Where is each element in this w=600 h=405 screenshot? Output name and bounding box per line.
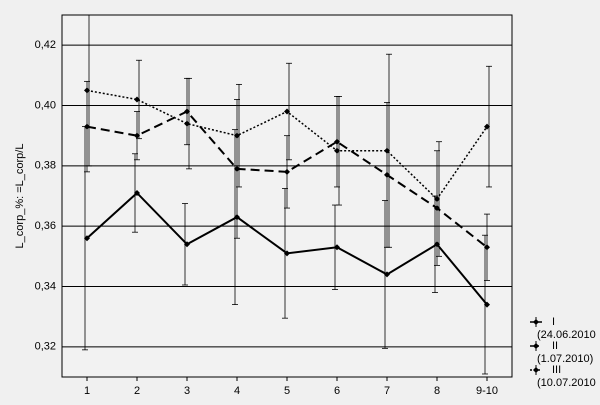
point bbox=[334, 244, 340, 251]
x-tick-label: 4 bbox=[234, 385, 240, 397]
x-tick-label: 2 bbox=[134, 385, 140, 397]
point bbox=[284, 108, 290, 115]
legend-marker bbox=[533, 319, 539, 325]
point bbox=[434, 196, 440, 203]
point bbox=[484, 301, 490, 308]
x-tick-label: 6 bbox=[334, 385, 340, 397]
point bbox=[384, 147, 390, 154]
y-tick-label: 0,34 bbox=[35, 280, 56, 292]
point bbox=[134, 96, 140, 103]
legend-label: III bbox=[552, 364, 561, 376]
point bbox=[484, 244, 490, 251]
point bbox=[184, 108, 190, 115]
legend-label: I bbox=[552, 316, 555, 328]
point bbox=[84, 235, 90, 242]
x-tick-label: 7 bbox=[384, 385, 390, 397]
y-tick-label: 0,36 bbox=[35, 220, 56, 232]
legend-marker bbox=[533, 367, 539, 373]
point bbox=[184, 241, 190, 248]
y-tick-label: 0,32 bbox=[35, 341, 56, 353]
legend-note: (10.07.2010 bbox=[537, 377, 596, 389]
legend-note: (24.06.2010 bbox=[537, 329, 596, 341]
x-tick-label: 1 bbox=[84, 385, 90, 397]
point bbox=[284, 250, 290, 257]
y-tick-label: 0,42 bbox=[35, 39, 56, 51]
point bbox=[434, 205, 440, 212]
point bbox=[334, 138, 340, 145]
point bbox=[384, 271, 390, 278]
point bbox=[184, 120, 190, 127]
legend-note: (1.07.2010) bbox=[537, 353, 593, 365]
point bbox=[84, 87, 90, 94]
x-tick-label: 5 bbox=[284, 385, 290, 397]
y-axis-label: L_corp_%: =L_corp/L bbox=[14, 144, 26, 249]
x-tick-label: 9-10 bbox=[476, 385, 498, 397]
point bbox=[284, 168, 290, 175]
point bbox=[484, 123, 490, 130]
point bbox=[234, 165, 240, 172]
y-tick-label: 0,40 bbox=[35, 99, 56, 111]
legend-marker bbox=[533, 343, 539, 349]
legend-label: II bbox=[552, 340, 558, 352]
point bbox=[334, 147, 340, 154]
x-tick-label: 3 bbox=[184, 385, 190, 397]
point bbox=[134, 189, 140, 196]
x-tick-label: 8 bbox=[434, 385, 440, 397]
plot-content bbox=[82, 15, 492, 375]
point bbox=[384, 171, 390, 178]
point bbox=[134, 132, 140, 139]
point bbox=[84, 123, 90, 130]
y-tick-label: 0,38 bbox=[35, 160, 56, 172]
point bbox=[234, 132, 240, 139]
